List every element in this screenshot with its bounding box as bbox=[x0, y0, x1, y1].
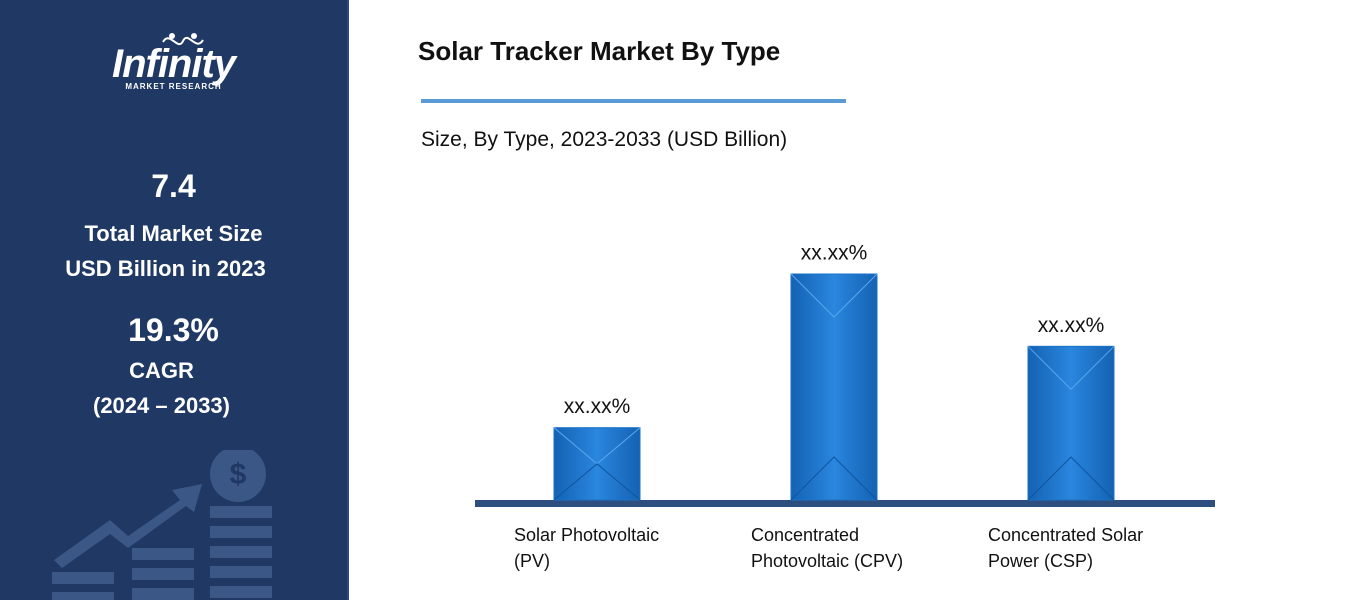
logo-icon bbox=[162, 33, 204, 46]
value-label: xx.xx% bbox=[1038, 314, 1105, 337]
bar-bevel bbox=[790, 273, 878, 318]
x-tick-label: Solar Photovoltaic (PV) bbox=[514, 525, 660, 571]
bar bbox=[1027, 345, 1115, 501]
growth-icon: $ bbox=[52, 450, 272, 600]
chart-subtitle: Size, By Type, 2023-2033 (USD Billion) bbox=[421, 128, 788, 151]
baseline bbox=[475, 500, 1215, 507]
logo-name: Infinity bbox=[111, 42, 236, 86]
cagr-label: CAGR bbox=[129, 358, 194, 383]
svg-text:$: $ bbox=[230, 458, 247, 491]
x-tick-label: Concentrated Photovoltaic (CPV) bbox=[751, 525, 904, 571]
sidebar: Infinity MARKET RESEARCH 7.4 Total Marke… bbox=[0, 0, 349, 600]
value-label: xx.xx% bbox=[801, 242, 868, 265]
value-label: xx.xx% bbox=[564, 395, 631, 418]
market-size-label: Total Market Size bbox=[84, 221, 263, 246]
bar-bevel bbox=[790, 456, 878, 501]
bar-bevel bbox=[1027, 345, 1115, 391]
bar bbox=[790, 273, 878, 501]
cagr-value: 19.3% bbox=[128, 312, 219, 348]
logo-tagline: MARKET RESEARCH bbox=[125, 82, 222, 91]
bar-bevel bbox=[1027, 456, 1115, 501]
cagr-period: (2024 – 2033) bbox=[93, 393, 230, 418]
market-size-value: 7.4 bbox=[151, 168, 196, 204]
x-tick-label: Concentrated Solar Power (CSP) bbox=[988, 525, 1144, 571]
chart-title: Solar Tracker Market By Type bbox=[418, 36, 781, 66]
title-underline bbox=[421, 99, 846, 103]
bar-bevel bbox=[553, 463, 641, 501]
market-size-label: USD Billion in 2023 bbox=[65, 256, 266, 281]
